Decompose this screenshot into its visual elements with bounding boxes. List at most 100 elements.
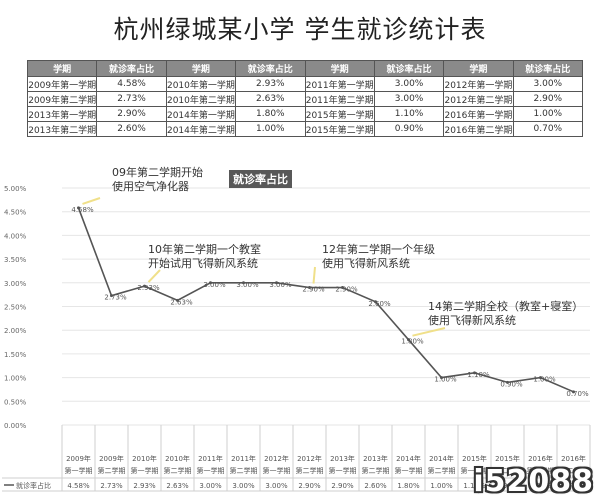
- data-label: 3.00%: [236, 281, 259, 289]
- table-value: 2.63%: [166, 482, 189, 490]
- data-point: [407, 338, 410, 342]
- x-tick-label: 2014年: [396, 454, 421, 463]
- table-value: 1.10%: [463, 482, 486, 490]
- data-point: [572, 390, 575, 394]
- x-tick-label: 2009年: [66, 454, 91, 463]
- table-cell: 1.00%: [512, 106, 584, 122]
- table-cell: 2015年第一学期: [304, 106, 375, 122]
- y-tick-label: 2.00%: [4, 327, 27, 335]
- table-cell: 0.70%: [512, 121, 584, 137]
- table-value: 0.70%: [562, 482, 585, 490]
- annotation-line: 使用空气净化器: [112, 180, 189, 193]
- x-tick-label: 2010年: [132, 454, 157, 463]
- data-point: [440, 376, 443, 380]
- data-label: 2.60%: [368, 300, 391, 308]
- annotation-line: 使用飞得新风系统: [322, 257, 410, 270]
- annotation-whole-school: 14第二学期全校（教室+寝室） 使用飞得新风系统: [428, 300, 583, 328]
- data-point: [110, 294, 113, 298]
- table-row: 2013年第一学期 2.90% 2014年第一学期 1.80% 2015年第一学…: [26, 106, 584, 122]
- table-cell: 2.90%: [512, 91, 584, 107]
- x-tick-label: 2012年: [264, 454, 289, 463]
- data-label: 2.63%: [170, 298, 193, 306]
- table-cell: 1.00%: [235, 121, 306, 137]
- x-tick-label: 2010年: [165, 454, 190, 463]
- data-point: [539, 376, 542, 380]
- x-tick-label: 2013年: [363, 454, 388, 463]
- x-tick-label: 第一学期: [65, 466, 93, 475]
- table-cell: 2011年第一学期: [304, 76, 375, 92]
- data-label: 1.00%: [434, 376, 457, 384]
- table-value: 2.90%: [331, 482, 354, 490]
- x-tick-label: 第二学期: [98, 466, 126, 475]
- x-tick-label: 第一学期: [329, 466, 357, 475]
- data-point: [506, 380, 509, 384]
- page-title: 杭州绿城某小学 学生就诊统计表: [113, 15, 487, 44]
- table-cell: 2010年第一学期: [165, 76, 237, 92]
- data-label: 2.73%: [104, 294, 127, 302]
- data-point: [242, 281, 245, 285]
- header-semester-2: 学期: [165, 60, 237, 77]
- annotation-air-purifier: 09年第二学期开始 使用空气净化器: [112, 166, 203, 194]
- annotation-leader: [312, 266, 316, 284]
- table-value: 2.73%: [100, 482, 123, 490]
- table-value: 3.00%: [199, 482, 222, 490]
- x-tick-label: 2015年: [462, 454, 487, 463]
- data-label: 2.90%: [302, 286, 325, 294]
- data-label: 4.58%: [71, 206, 94, 214]
- y-tick-label: 3.50%: [4, 256, 27, 264]
- table-header-row: 学期 就诊率占比 学期 就诊率占比 学期 就诊率占比 学期 就诊率占比: [26, 60, 584, 77]
- table-cell: 2013年第一学期: [26, 106, 98, 122]
- annotation-leader: [82, 197, 101, 205]
- x-tick-label: 第一学期: [263, 466, 291, 475]
- table-value: 3.00%: [232, 482, 255, 490]
- table-cell: 0.90%: [373, 121, 445, 137]
- annotation-leader: [147, 269, 161, 283]
- table-cell: 1.80%: [235, 106, 306, 122]
- table-cell: 2.73%: [96, 91, 167, 107]
- annotation-line: 12年第二学期一个年级: [322, 243, 435, 256]
- y-tick-label: 4.00%: [4, 232, 27, 240]
- table-value: 1.00%: [529, 482, 552, 490]
- x-tick-label: 第二学期: [362, 466, 390, 475]
- table-cell: 2.60%: [96, 121, 167, 137]
- x-tick-label: 第一学期: [527, 466, 555, 475]
- x-tick-label: 2016年: [561, 454, 586, 463]
- table-cell: 2012年第一学期: [443, 76, 514, 92]
- table-value: 2.60%: [364, 482, 387, 490]
- x-tick-label: 2009年: [99, 454, 124, 463]
- x-tick-label: 第二学期: [560, 466, 588, 475]
- annotation-line: 使用飞得新风系统: [428, 314, 516, 327]
- x-tick-label: 第一学期: [395, 466, 423, 475]
- annotation-line: 开始试用飞得新风系统: [148, 257, 258, 270]
- data-label: 0.70%: [566, 390, 589, 398]
- x-tick-label: 第二学期: [164, 466, 192, 475]
- annotation-line: 10年第二学期一个教室: [148, 243, 261, 256]
- table-value: 2.90%: [298, 482, 321, 490]
- table-cell: 2014年第二学期: [165, 121, 237, 137]
- table-cell: 2009年第二学期: [26, 91, 98, 107]
- annotation-line: 14第二学期全校（教室+寝室）: [428, 300, 584, 313]
- table-cell: 2.90%: [96, 106, 167, 122]
- table-value: 1.80%: [397, 482, 420, 490]
- data-point: [308, 286, 311, 290]
- data-label: 3.00%: [269, 281, 292, 289]
- data-point: [275, 281, 278, 285]
- data-label: 2.90%: [335, 286, 358, 294]
- y-tick-label: 5.00%: [4, 185, 27, 193]
- data-label: 1.00%: [533, 376, 556, 384]
- table-cell: 2013年第二学期: [26, 121, 98, 137]
- legend-label: 就诊率占比: [16, 481, 51, 490]
- data-label: 3.00%: [203, 281, 226, 289]
- table-row: 2009年第二学期 2.73% 2010年第二学期 2.63% 2011年第二学…: [26, 91, 584, 107]
- x-tick-label: 2011年: [231, 454, 256, 463]
- header-rate-3: 就诊率占比: [373, 60, 445, 77]
- header-rate-2: 就诊率占比: [235, 60, 306, 77]
- table-cell: 3.00%: [512, 76, 584, 92]
- header-semester-1: 学期: [26, 60, 98, 77]
- data-label: 1.10%: [467, 371, 490, 379]
- x-tick-label: 2014年: [429, 454, 454, 463]
- x-tick-label: 2011年: [198, 454, 223, 463]
- data-point: [374, 300, 377, 304]
- table-cell: 1.10%: [373, 106, 445, 122]
- x-tick-label: 2016年: [528, 454, 553, 463]
